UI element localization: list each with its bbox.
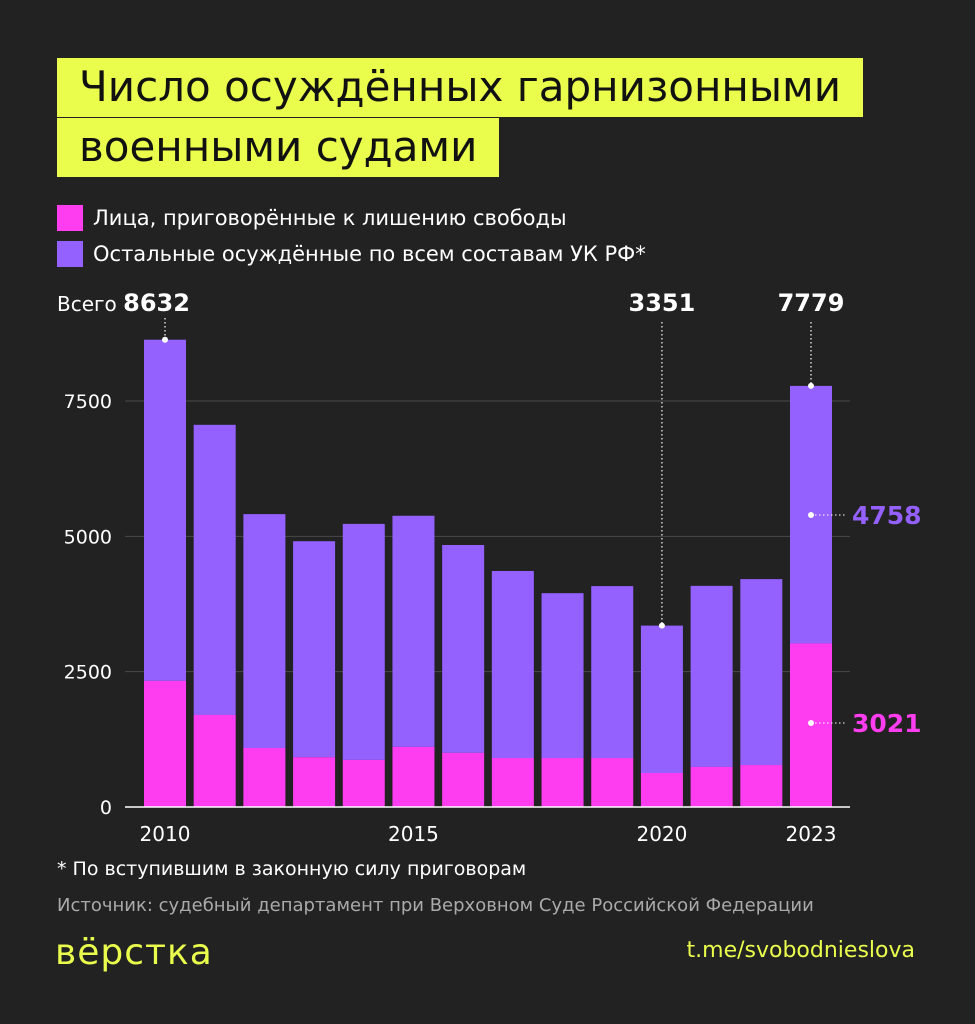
- source: Источник: судебный департамент при Верхо…: [57, 895, 814, 916]
- legend-label-imprisoned: Лица, приговорённые к лишению свободы: [93, 206, 567, 230]
- y-tick-label: 0: [100, 797, 112, 819]
- bar-others-2014: [342, 523, 385, 760]
- legend-swatch-imprisoned: [57, 205, 83, 231]
- x-tick-label: 2020: [636, 822, 687, 846]
- x-tick-label: 2010: [140, 822, 191, 846]
- legend-item-imprisoned: Лица, приговорённые к лишению свободы: [57, 200, 646, 236]
- title-line-1: Число осуждённых гарнизонными: [57, 58, 864, 117]
- telegram-link[interactable]: t.me/svobodnieslova: [686, 938, 915, 963]
- footnote-mark: *: [57, 858, 67, 880]
- bar-others-2013: [293, 541, 336, 758]
- bar-imprisoned-2020: [640, 773, 683, 807]
- annotation-dot: [808, 382, 814, 389]
- legend: Лица, приговорённые к лишению свободы Ос…: [57, 200, 646, 272]
- bar-imprisoned-2011: [193, 714, 236, 807]
- total-prefix: Всего: [57, 292, 123, 316]
- legend-label-others: Остальные осуждённые по всем составам УК…: [93, 242, 646, 266]
- bar-imprisoned-2022: [740, 765, 783, 807]
- bar-imprisoned-2012: [243, 747, 286, 807]
- bar-others-2016: [442, 544, 485, 753]
- bar-others-2011: [193, 424, 236, 715]
- bar-others-2019: [591, 586, 634, 759]
- annotation-dot: [658, 622, 665, 629]
- bar-others-2010: [144, 339, 186, 681]
- bar-imprisoned-2013: [293, 757, 336, 807]
- annotation-dot: [808, 512, 814, 518]
- logo: вёрстка: [55, 932, 213, 973]
- annotation-dot: [162, 336, 168, 343]
- y-tick-label: 2500: [64, 662, 112, 684]
- legend-item-others: Остальные осуждённые по всем составам УК…: [57, 236, 646, 272]
- bar-others-2020: [640, 625, 683, 774]
- x-tick-label: 2023: [786, 822, 837, 846]
- bar-imprisoned-2017: [491, 758, 534, 807]
- bar-others-2018: [541, 593, 584, 759]
- y-tick-label: 5000: [64, 526, 112, 548]
- total-value-2010: 8632: [123, 289, 190, 317]
- bar-imprisoned-2021: [690, 766, 733, 807]
- annotation-imprisoned-2023: 3021: [852, 709, 922, 738]
- footnote-text: По вступившим в законную силу приговорам: [72, 858, 527, 880]
- footnote: * По вступившим в законную силу приговор…: [57, 858, 526, 880]
- bar-others-2017: [491, 570, 534, 759]
- bar-imprisoned-2014: [342, 759, 385, 807]
- annotation-others-2023: 4758: [852, 501, 922, 530]
- x-tick-label: 2015: [388, 822, 439, 846]
- annotation-total-2010: Всего 8632: [57, 289, 190, 317]
- bar-imprisoned-2015: [392, 746, 435, 807]
- chart-title: Число осуждённых гарнизонными военными с…: [57, 57, 937, 177]
- annotation-total-2020: 3351: [629, 289, 696, 317]
- bar-imprisoned-2010: [144, 680, 186, 807]
- bar-others-2015: [392, 515, 435, 747]
- title-line-2: военными судами: [57, 118, 500, 177]
- bar-imprisoned-2019: [591, 758, 634, 807]
- y-tick-label: 7500: [64, 391, 112, 413]
- bar-imprisoned-2018: [541, 758, 584, 807]
- legend-swatch-others: [57, 241, 83, 267]
- bar-others-2021: [690, 585, 733, 767]
- bar-others-2012: [243, 514, 286, 748]
- annotation-total-2023: 7779: [778, 289, 845, 317]
- bar-imprisoned-2016: [442, 752, 485, 807]
- annotation-dot: [808, 720, 814, 726]
- bar-others-2022: [740, 579, 783, 766]
